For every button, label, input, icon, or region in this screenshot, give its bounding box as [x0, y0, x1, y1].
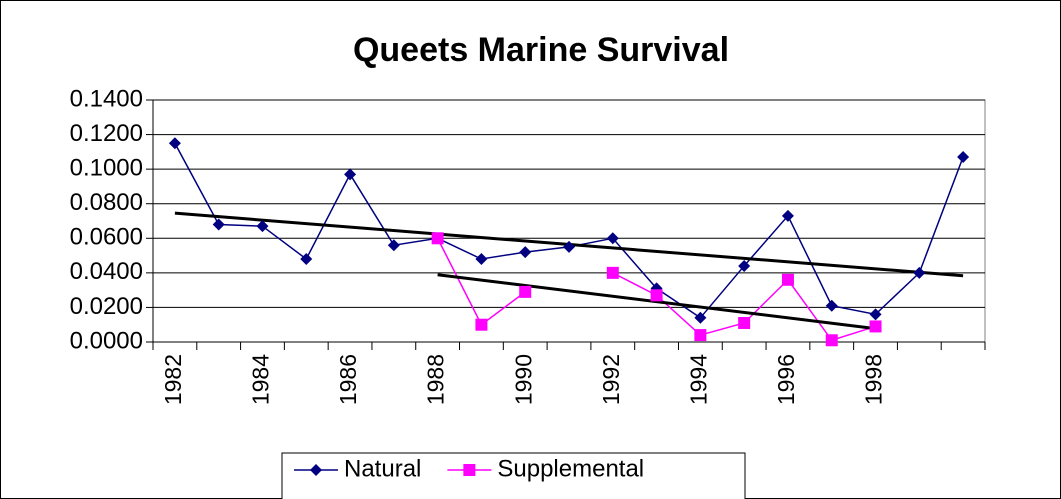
legend-marker	[463, 464, 476, 476]
point	[957, 151, 970, 164]
x-tick-label: 1992	[598, 354, 624, 405]
x-tick-label: 1984	[248, 354, 274, 405]
point	[168, 137, 181, 150]
point	[606, 266, 619, 279]
point	[913, 266, 926, 279]
point	[825, 299, 838, 312]
point	[825, 334, 838, 347]
x-tick-label: 1986	[335, 354, 361, 405]
trendline	[437, 273, 876, 331]
point	[738, 259, 751, 272]
x-tick-label: 1994	[685, 354, 711, 405]
point	[694, 311, 707, 324]
point	[475, 253, 488, 266]
point	[563, 240, 575, 253]
y-tick-label: 0.0800	[70, 189, 143, 216]
legend-label: Supplemental	[497, 455, 644, 482]
point	[738, 316, 751, 329]
point	[781, 273, 794, 286]
y-tick-label: 0.0400	[70, 258, 143, 285]
point	[431, 232, 444, 245]
point	[869, 320, 882, 333]
point	[650, 289, 663, 302]
point	[781, 209, 794, 222]
x-tick-label: 1998	[861, 354, 887, 405]
y-tick-label: 0.1400	[70, 85, 143, 112]
point	[869, 308, 882, 321]
point	[475, 318, 488, 331]
point	[519, 285, 532, 298]
point	[212, 218, 225, 231]
x-tick-label: 1982	[160, 354, 186, 405]
point	[387, 239, 400, 252]
point	[344, 168, 357, 181]
y-tick-label: 0.0000	[70, 327, 143, 354]
point	[256, 220, 269, 233]
x-tick-label: 1996	[773, 354, 799, 405]
point	[300, 253, 313, 266]
y-tick-label: 0.1200	[70, 120, 143, 147]
legend: Natural Supplemental	[281, 452, 746, 499]
x-tick-label: 1988	[423, 354, 449, 405]
x-tick-label: 1990	[510, 354, 536, 405]
point	[694, 329, 707, 342]
y-tick-label: 0.1000	[70, 154, 143, 181]
chart-title: Queets Marine Survival	[353, 31, 729, 69]
point	[519, 246, 532, 259]
point	[606, 232, 619, 245]
legend-label: Natural	[344, 455, 421, 482]
legend-box	[281, 452, 746, 499]
y-tick-label: 0.0200	[70, 293, 143, 320]
legend-marker	[310, 464, 322, 476]
y-tick-label: 0.0600	[70, 224, 143, 251]
